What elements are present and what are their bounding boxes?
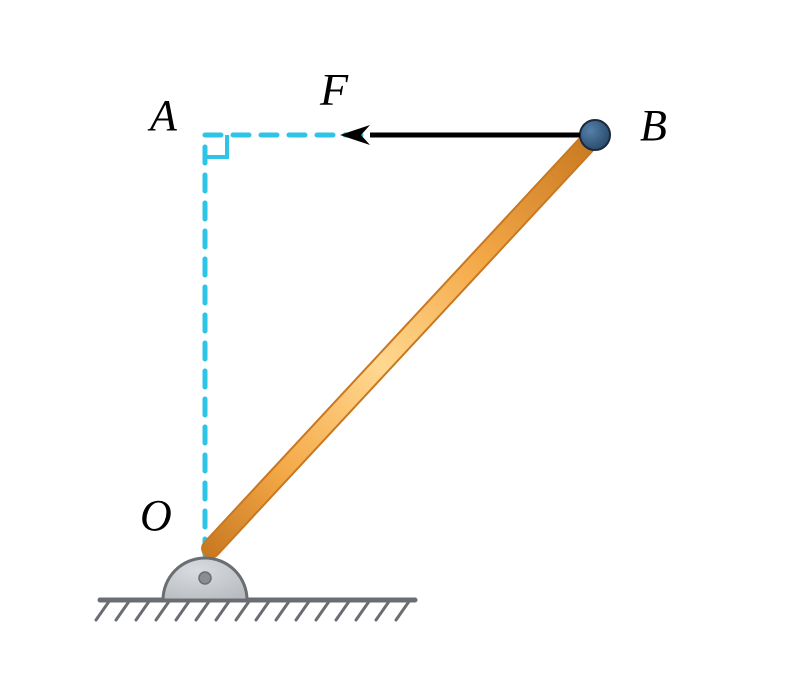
label-O: O bbox=[140, 491, 172, 540]
ground-hatching bbox=[96, 600, 410, 620]
label-B: B bbox=[640, 101, 667, 150]
rod bbox=[198, 129, 601, 561]
label-A: A bbox=[147, 91, 178, 140]
right-angle-marker bbox=[205, 135, 227, 157]
pivot-pin bbox=[199, 572, 211, 584]
label-F: F bbox=[319, 64, 349, 115]
physics-diagram: A B O F bbox=[0, 0, 800, 680]
ball-end bbox=[580, 120, 610, 150]
force-arrow bbox=[340, 125, 580, 145]
